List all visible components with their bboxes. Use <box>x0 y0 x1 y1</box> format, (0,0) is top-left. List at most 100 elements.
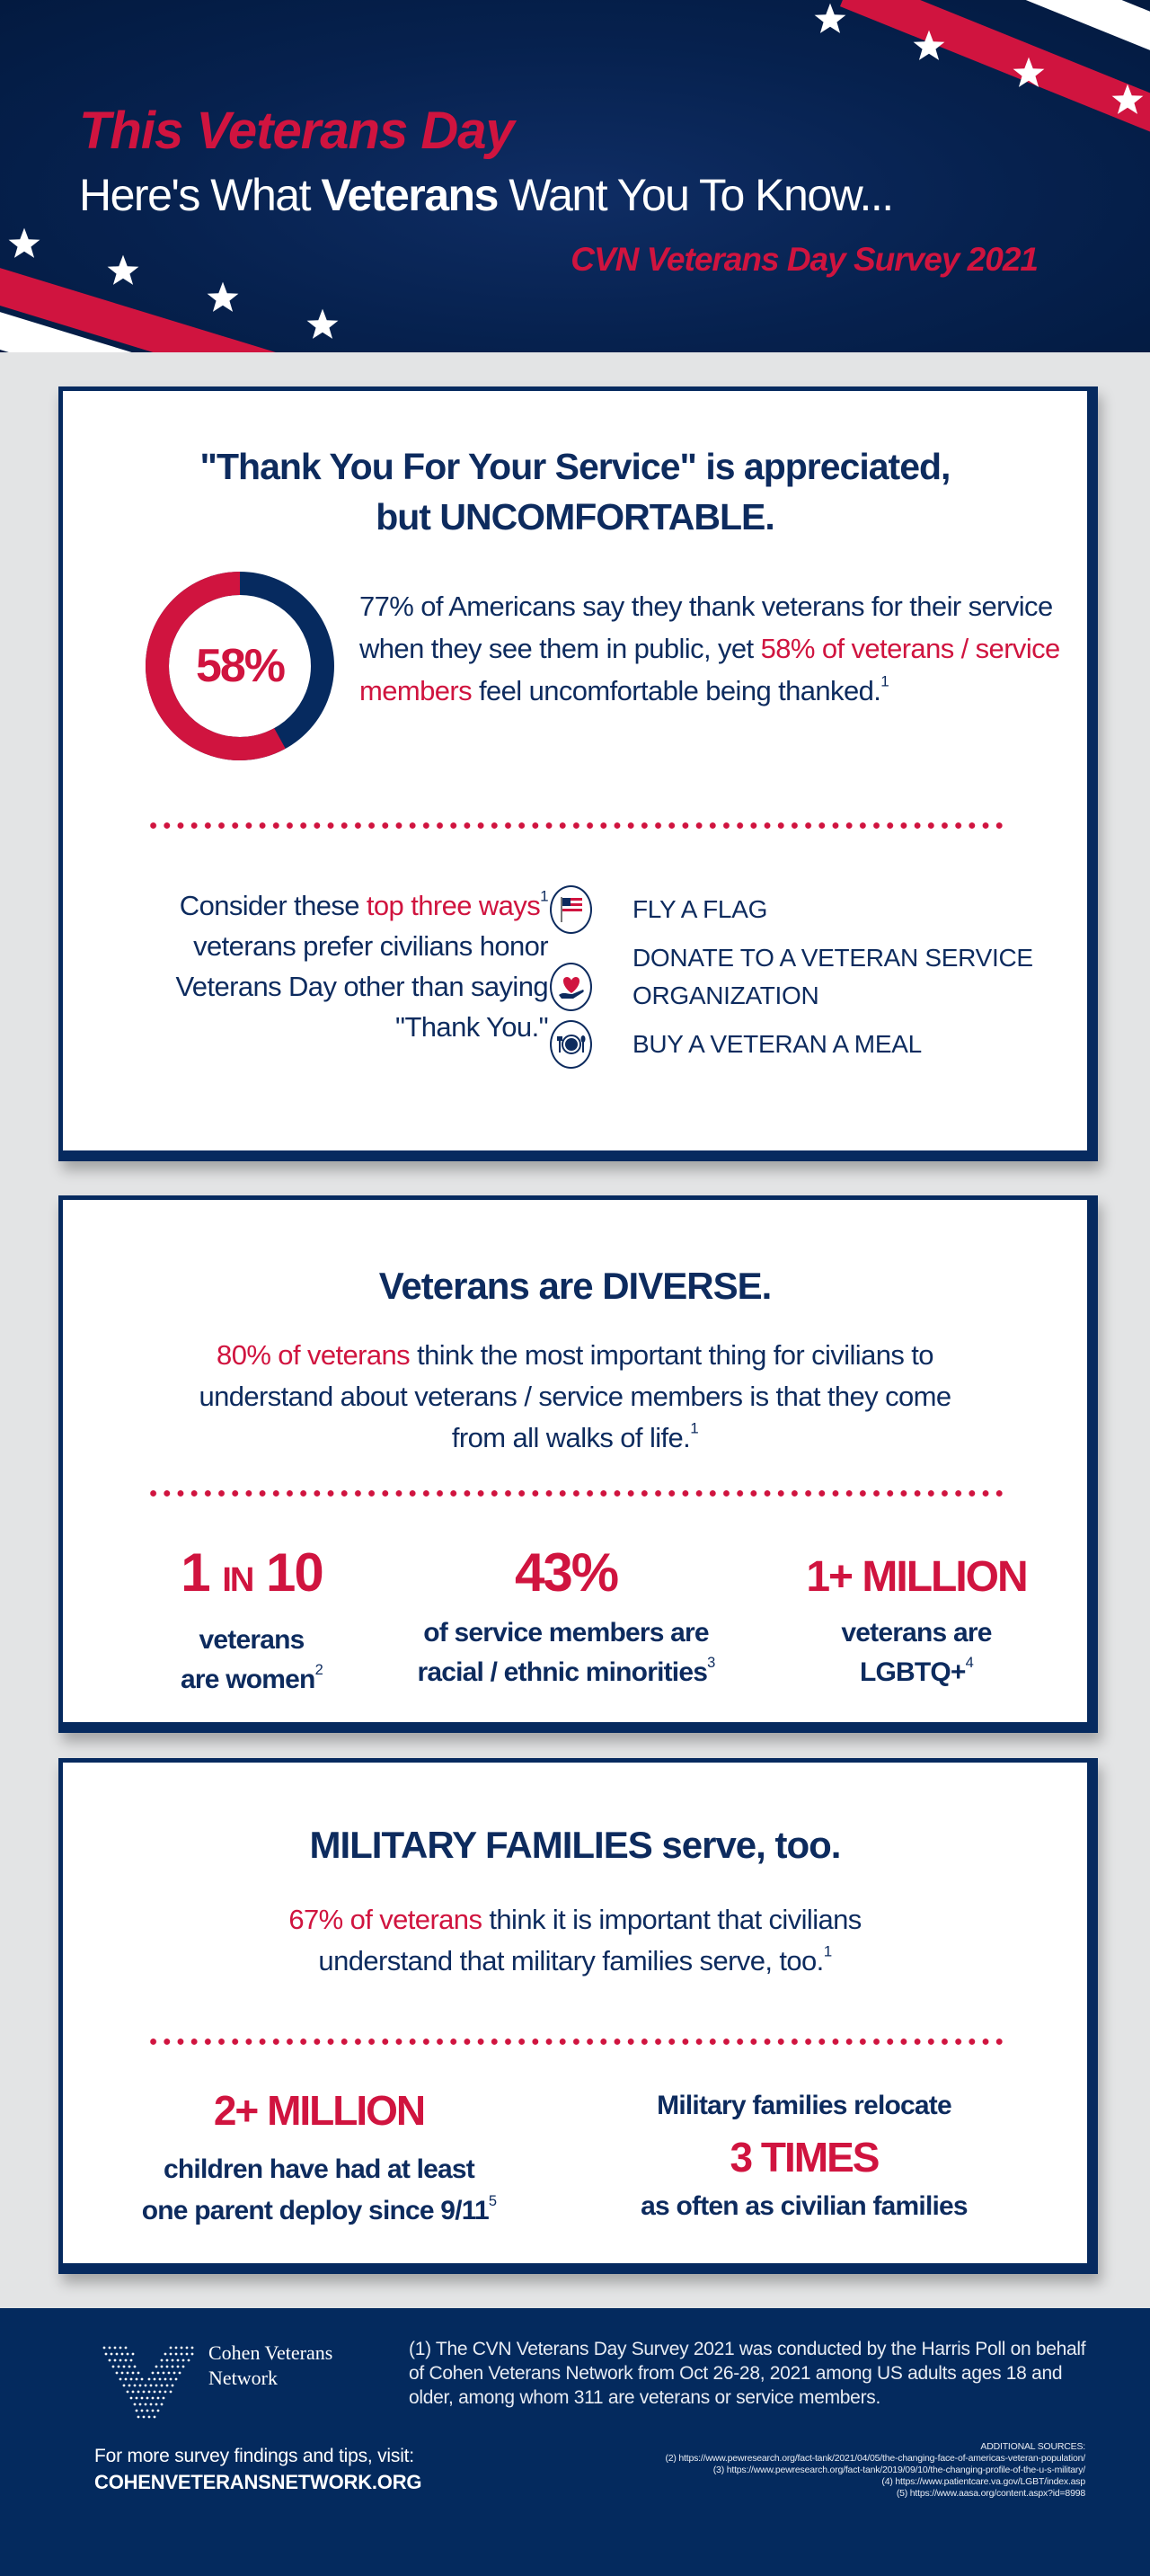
way-label: FLY A FLAG <box>632 895 768 923</box>
star-icon <box>206 280 240 315</box>
dotted-divider <box>146 822 1007 829</box>
footnote-ref: 3 <box>707 1655 715 1672</box>
card3-para-text: think it is important that civilians und… <box>318 1904 862 1976</box>
footnote-ref: 5 <box>488 2193 497 2210</box>
ways-intro-pre: Consider these <box>179 890 367 921</box>
stat-desc-line: one parent deploy since 9/11 <box>141 2196 490 2225</box>
card1-para-text: 77% of Americans say they thank veterans… <box>359 591 1053 664</box>
stat-value: 43% <box>514 1542 619 1603</box>
logo-text-line: Network <box>208 2367 278 2389</box>
ways-intro-post: veterans prefer civilians honor Veterans… <box>175 930 548 1043</box>
flag-icon <box>550 885 592 934</box>
dotted-divider <box>146 2039 1007 2045</box>
survey-methodology-note: (1) The CVN Veterans Day Survey 2021 was… <box>409 2339 1086 2408</box>
stat-description: of service members are racial / ethnic m… <box>355 1613 777 1692</box>
stat-desc-line: of service members are <box>423 1618 709 1648</box>
card3-paragraph: 67% of veterans think it is important th… <box>63 1899 1087 1982</box>
stat-description: children have had at least one parent de… <box>81 2149 557 2232</box>
additional-sources: ADDITIONAL SOURCES: (2) https://www.pewr… <box>665 2441 1085 2500</box>
header-line2-pre: Here's What <box>79 170 322 220</box>
way-item-fly-flag: FLY A FLAG <box>550 885 767 934</box>
stat-desc-line: LGBTQ+ <box>859 1657 967 1687</box>
card1-title-line1: "Thank You For Your Service" is apprecia… <box>199 446 951 487</box>
card1-title-line2: but UNCOMFORTABLE. <box>376 496 775 537</box>
stat-value: 2+ MILLION <box>213 2087 426 2134</box>
ways-intro: Consider these top three ways1 veterans … <box>117 885 548 1047</box>
card1-paragraph: 77% of Americans say they thank veterans… <box>359 585 1060 712</box>
stat-relocate: Military families relocate 3 TIMES as of… <box>579 2086 1029 2226</box>
way-label-multiline: DONATE TO A VETERAN SERVICE ORGANIZATION <box>632 944 1033 1009</box>
card3-title: MILITARY FAMILIES serve, too. <box>309 1824 842 1866</box>
stat-value-part: 10 <box>265 1542 324 1603</box>
footnote-ref: 4 <box>965 1655 974 1672</box>
star-icon <box>813 2 847 36</box>
stat-description: veterans are women2 <box>144 1621 359 1700</box>
stat-lgbtq: 1+ MILLION veterans are LGBTQ+4 <box>755 1550 1078 1692</box>
card2-para-text: think the most important thing for civil… <box>199 1339 951 1453</box>
footnote-ref: 2 <box>314 1662 323 1679</box>
stat-desc-line: veterans are <box>841 1618 992 1648</box>
stat-description: as often as civilian families <box>641 2191 968 2221</box>
header-title-line1: This Veterans Day <box>79 102 515 160</box>
stat-value: 1 IN 10 <box>144 1541 359 1612</box>
website-link[interactable]: COHENVETERANSNETWORK.ORG <box>94 2471 422 2493</box>
visit-text: For more survey findings and tips, visit… <box>94 2446 414 2466</box>
stat-value: 3 TIMES <box>730 2134 880 2181</box>
plate-utensils-icon <box>550 1020 592 1069</box>
visit-cta: For more survey findings and tips, visit… <box>94 2443 422 2496</box>
header-subtitle: CVN Veterans Day Survey 2021 <box>571 241 1039 278</box>
star-icon <box>106 253 140 288</box>
card2-para-highlight: 80% of veterans <box>217 1339 411 1371</box>
header-line2-bold: Veterans <box>321 170 499 220</box>
card-diverse: Veterans are DIVERSE. 80% of veterans th… <box>58 1195 1098 1733</box>
star-icon <box>912 29 946 63</box>
source-link[interactable]: (3) https://www.pewresearch.org/fact-tan… <box>712 2465 1085 2475</box>
source-link[interactable]: (4) https://www.patientcare.va.gov/LGBT/… <box>881 2476 1085 2487</box>
stat-value-part: IN <box>222 1561 254 1599</box>
card2-title: Veterans are DIVERSE. <box>378 1265 773 1307</box>
stat-minorities: 43% of service members are racial / ethn… <box>355 1541 777 1692</box>
star-icon <box>305 307 340 342</box>
footnote-ref: 1 <box>540 887 548 905</box>
card3-para-highlight: 67% of veterans <box>288 1904 482 1935</box>
stat-women: 1 IN 10 veterans are women2 <box>144 1541 359 1700</box>
card1-title: "Thank You For Your Service" is apprecia… <box>63 441 1087 542</box>
way-item-donate: DONATE TO A VETERAN SERVICE ORGANIZATION <box>550 939 1046 1015</box>
stat-description: veterans are LGBTQ+4 <box>755 1613 1078 1692</box>
header-title-line2: Here's What Veterans Want You To Know... <box>79 169 894 221</box>
dotted-divider <box>146 1490 1007 1497</box>
card-thank-you: "Thank You For Your Service" is apprecia… <box>58 386 1098 1161</box>
cvn-logo-icon <box>102 2346 194 2419</box>
sources-title: ADDITIONAL SOURCES: <box>980 2441 1085 2452</box>
stat-children: 2+ MILLION children have had at least on… <box>81 2084 557 2232</box>
way-label: BUY A VETERAN A MEAL <box>632 1030 922 1058</box>
way-item-meal: BUY A VETERAN A MEAL <box>550 1020 922 1069</box>
stat-desc-line: veterans <box>199 1625 305 1655</box>
source-link[interactable]: (2) https://www.pewresearch.org/fact-tan… <box>665 2453 1085 2464</box>
donut-percent-label: 58% <box>195 640 286 692</box>
card2-paragraph: 80% of veterans think the most important… <box>63 1335 1087 1459</box>
card1-para-highlight: 58% of veterans / service members <box>359 633 1060 706</box>
header-banner: This Veterans Day Here's What Veterans W… <box>0 0 1150 352</box>
card-military-families: MILITARY FAMILIES serve, too. 67% of vet… <box>58 1758 1098 2274</box>
source-link[interactable]: (5) https://www.aasa.org/content.aspx?id… <box>896 2488 1085 2499</box>
stat-value-part: 1 <box>181 1542 210 1603</box>
donut-chart <box>146 572 334 760</box>
stat-desc-line: racial / ethnic minorities <box>417 1657 708 1687</box>
heart-hand-icon <box>550 963 592 1011</box>
logo-text-line: Cohen Veterans <box>208 2341 333 2364</box>
footnote-ref: 1 <box>690 1419 699 1437</box>
stat-desc-line: children have had at least <box>164 2154 475 2184</box>
header-line2-post: Want You To Know... <box>497 170 894 220</box>
cvn-logo-text: Cohen Veterans Network <box>208 2341 332 2391</box>
star-icon <box>7 227 41 261</box>
footnote-ref: 1 <box>880 672 889 690</box>
star-icon <box>1110 83 1145 117</box>
card1-para-text-end: feel uncomfortable being thanked. <box>472 675 881 706</box>
stat-value: 1+ MILLION <box>806 1553 1028 1601</box>
footer: Cohen Veterans Network (1) The CVN Veter… <box>0 2308 1150 2576</box>
footnote-ref: 1 <box>823 1942 832 1960</box>
star-icon <box>1012 56 1046 90</box>
stat-pre-text: Military families relocate <box>657 2091 951 2120</box>
ways-intro-highlight: top three ways <box>366 890 541 921</box>
